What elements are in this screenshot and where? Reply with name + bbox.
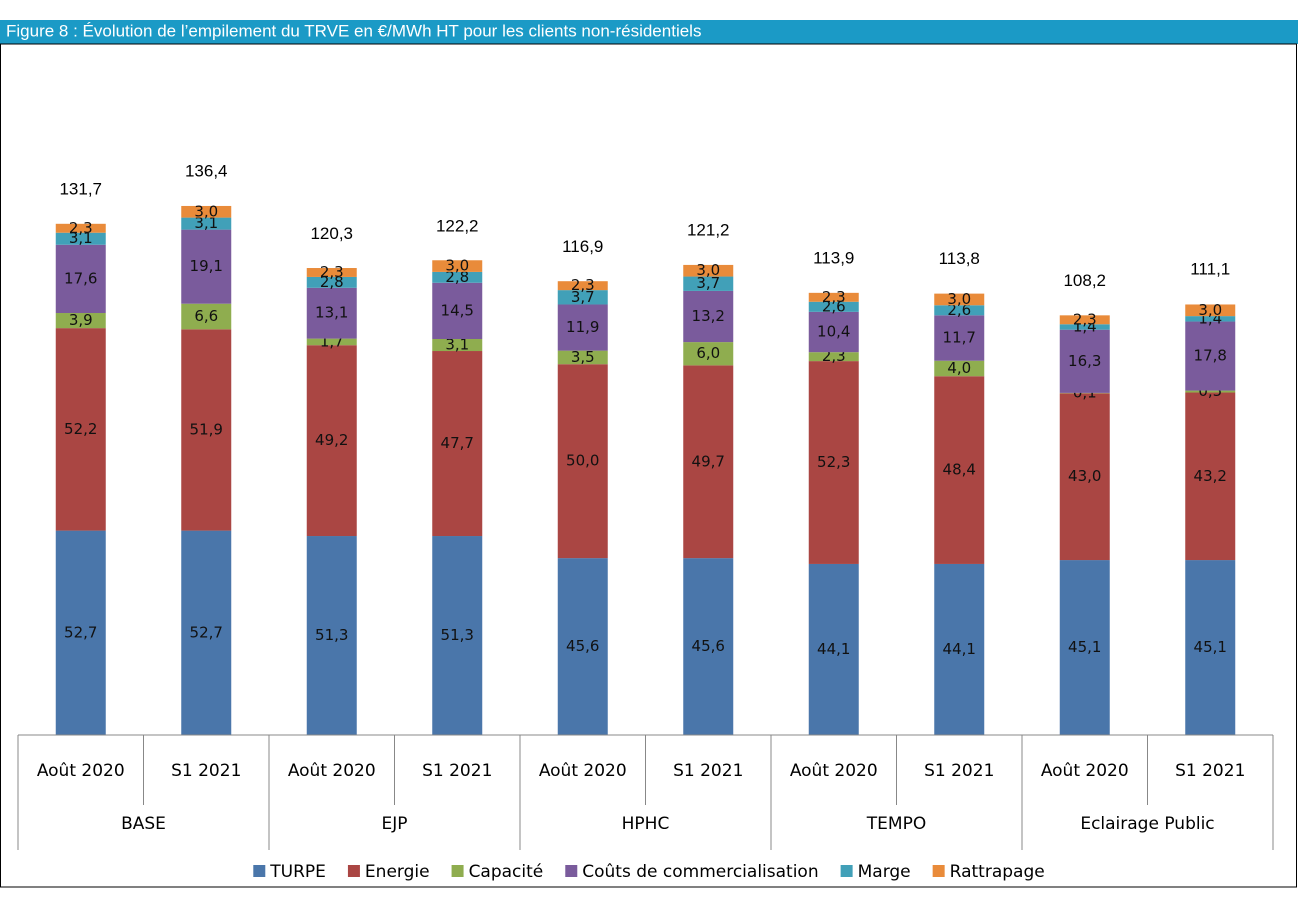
data-label: 52,3 [817,453,850,471]
total-label: 111,1 [1190,260,1230,279]
data-label: 3,0 [947,290,971,308]
legend-swatch [841,865,853,877]
data-label: 11,7 [943,329,976,347]
data-label: 2,3 [69,219,93,237]
data-label: 2,3 [822,288,846,306]
x-tick-label: Août 2020 [1041,761,1129,781]
legend-swatch [253,865,265,877]
legend-swatch [348,865,360,877]
data-label: 49,2 [315,431,348,449]
data-label: 44,1 [817,640,850,658]
data-label: 2,3 [320,263,344,281]
data-label: 13,2 [692,307,725,325]
data-label: 52,7 [64,623,97,641]
total-label: 116,9 [562,237,603,256]
data-label: 3,0 [1198,301,1222,319]
data-label: 43,0 [1068,467,1101,485]
group-label: Eclairage Public [1080,814,1214,834]
x-tick-label: Août 2020 [37,761,125,781]
legend-label: Marge [858,862,911,882]
total-label: 121,2 [687,220,730,239]
legend-swatch [452,865,464,877]
x-tick-label: S1 2021 [422,761,492,781]
data-label: 6,6 [194,307,218,325]
group-label: BASE [121,814,166,834]
total-label: 136,4 [185,161,228,180]
data-label: 2,3 [571,276,595,294]
legend-label: TURPE [269,862,326,882]
data-label: 47,7 [441,434,474,452]
data-label: 51,3 [315,626,348,644]
data-label: 51,9 [190,420,223,438]
x-tick-label: Août 2020 [539,761,627,781]
data-label: 49,7 [692,452,725,470]
legend-label: Coûts de commercialisation [582,862,818,882]
group-label: HPHC [622,814,670,834]
legend-swatch [565,865,577,877]
data-label: 4,0 [947,359,971,377]
data-label: 3,0 [194,202,218,220]
x-tick-label: S1 2021 [673,761,743,781]
data-label: 2,3 [1073,310,1097,328]
data-label: 52,2 [64,420,97,438]
total-label: 131,7 [59,180,102,199]
data-label: 44,1 [943,640,976,658]
legend-swatch [933,865,945,877]
legend-label: Energie [365,862,430,882]
chart-title: Figure 8 : Évolution de l’empilement du … [6,21,701,40]
legend-label: Rattrapage [950,862,1045,882]
total-label: 113,8 [939,249,980,268]
data-label: 19,1 [190,257,223,275]
total-label: 120,3 [310,224,353,243]
data-label: 14,5 [441,301,474,319]
data-label: 6,0 [696,344,720,362]
group-label: TEMPO [866,814,926,834]
data-label: 45,6 [692,637,725,655]
data-label: 50,0 [566,452,599,470]
data-label: 45,1 [1068,638,1101,656]
group-label: EJP [381,814,407,834]
x-tick-label: S1 2021 [924,761,994,781]
data-label: 45,6 [566,637,599,655]
total-label: 108,2 [1063,271,1106,290]
x-tick-label: Août 2020 [790,761,878,781]
x-tick-label: S1 2021 [171,761,241,781]
data-label: 10,4 [817,323,850,341]
data-label: 13,1 [315,304,348,322]
legend-label: Capacité [469,862,544,882]
data-label: 16,3 [1068,352,1101,370]
data-label: 45,1 [1194,638,1227,656]
data-label: 51,3 [441,626,474,644]
data-label: 11,9 [566,318,599,336]
data-label: 52,7 [190,623,223,641]
data-label: 17,8 [1194,347,1227,365]
total-label: 122,2 [436,217,479,236]
data-label: 48,4 [943,461,976,479]
x-tick-label: S1 2021 [1175,761,1245,781]
data-label: 3,9 [69,311,93,329]
data-label: 17,6 [64,269,97,287]
data-label: 3,0 [445,257,469,275]
total-label: 113,9 [813,249,854,268]
x-tick-label: Août 2020 [288,761,376,781]
data-label: 3,0 [696,261,720,279]
data-label: 43,2 [1194,467,1227,485]
